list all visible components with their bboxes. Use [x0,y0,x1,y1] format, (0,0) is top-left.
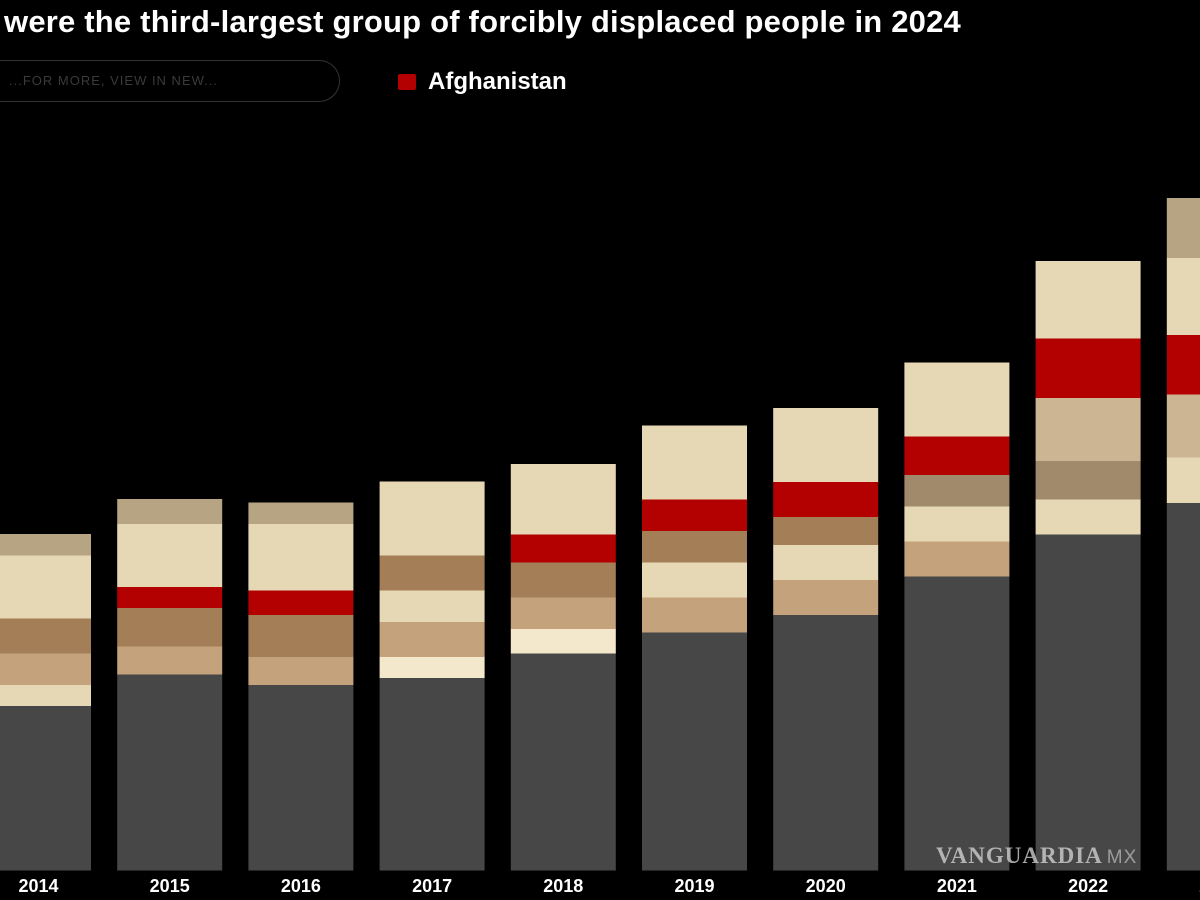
bar-segment-2023-segment-11[interactable] [1166,198,1200,258]
x-tick-label-2015: 2015 [150,876,190,896]
legend: Afghanistan [398,68,567,96]
bar-segment-2016-afghanistan[interactable] [248,590,354,615]
bar-segment-2020-segment-10[interactable] [773,408,879,482]
bar-segment-2020-afghanistan[interactable] [773,481,879,518]
bar-segment-2019-other[interactable] [642,632,747,871]
bar-segment-2016-segment-11[interactable] [248,502,354,525]
bar-segment-2021-other[interactable] [904,576,1010,871]
bar-segment-2020-segment-6[interactable] [773,516,879,546]
bar-segment-2017-segment-6[interactable] [379,555,485,591]
bar-segment-2022-segment-10[interactable] [1035,261,1141,339]
bar-segment-2018-segment-4[interactable] [510,597,616,629]
bar-segment-2018-segment-3[interactable] [510,628,616,654]
bar-segment-2019-segment-4[interactable] [642,597,747,633]
bar-segment-2023-afghanistan[interactable] [1166,334,1200,395]
bar-segment-2019-segment-10[interactable] [642,425,747,500]
bar-segment-2014-segment-6[interactable] [0,618,91,654]
bar-segment-2021-segment-5[interactable] [904,506,1010,542]
bar-segment-2015-segment-4[interactable] [117,646,223,675]
x-tick-label-2014: 2014 [18,876,58,896]
bar-segment-2017-segment-5[interactable] [379,590,485,622]
view-toggle-button[interactable]: ...FOR MORE, VIEW IN NEW... [0,60,340,102]
x-tick-label-2019: 2019 [674,876,714,896]
bar-segment-2014-other[interactable] [0,705,91,871]
watermark-suffix: MX [1106,847,1138,868]
bar-segment-2014-segment-10[interactable] [0,555,91,619]
watermark: VANGUARDIA MX [936,843,1137,869]
legend-label-afghanistan: Afghanistan [428,68,567,95]
bar-segment-2014-segment-2[interactable] [0,684,91,707]
x-tick-label-2020: 2020 [806,876,846,896]
chart-title: were the third-largest group of forcibly… [4,4,961,39]
bar-segment-2022-other[interactable] [1035,534,1141,871]
bar-segment-2017-segment-3[interactable] [379,656,485,679]
bar-segment-2019-afghanistan[interactable] [642,499,747,531]
bar-segment-2018-segment-10[interactable] [510,464,616,535]
bar-segment-2021-segment-4[interactable] [904,541,1010,577]
bar-segment-2022-afghanistan[interactable] [1035,338,1141,398]
bar-segment-2023-segment-5[interactable] [1166,457,1200,503]
x-tick-label-2022: 2022 [1068,876,1108,896]
x-tick-label-2021: 2021 [937,876,977,896]
bar-segment-2021-afghanistan[interactable] [904,436,1010,475]
bar-segment-2017-segment-4[interactable] [379,621,485,658]
bar-segment-2015-other[interactable] [117,674,223,871]
bar-segment-2016-segment-10[interactable] [248,523,354,591]
bar-segment-2014-segment-11[interactable] [0,534,91,556]
bar-segment-2015-segment-10[interactable] [117,523,223,588]
bar-segment-2022-segment-5[interactable] [1035,499,1141,535]
bar-segment-2015-segment-11[interactable] [117,499,223,524]
bar-segment-2017-segment-10[interactable] [379,481,485,556]
bar-segment-2015-afghanistan[interactable] [117,586,223,609]
bar-segment-2022-segment-8[interactable] [1035,397,1141,462]
bar-segment-2023-segment-8[interactable] [1166,394,1200,458]
bar-segment-2018-afghanistan[interactable] [510,534,616,563]
bar-segment-2016-segment-4[interactable] [248,656,354,686]
bars-group [0,198,1200,871]
x-tick-label-2018: 2018 [543,876,583,896]
bar-segment-2023-segment-10[interactable] [1166,257,1200,336]
view-toggle-label: ...FOR MORE, VIEW IN NEW... [9,73,219,88]
bar-segment-2021-segment-7[interactable] [904,474,1010,507]
watermark-brand: VANGUARDIA [936,843,1103,868]
bar-segment-2020-segment-5[interactable] [773,544,879,581]
bar-segment-2014-segment-4[interactable] [0,653,91,685]
bar-segment-2020-segment-4[interactable] [773,579,879,616]
x-axis-labels: 2014201520162017201820192020202120222023 [18,876,1200,896]
x-tick-label-2016: 2016 [281,876,321,896]
bar-segment-2018-other[interactable] [510,653,616,871]
bar-segment-2019-segment-5[interactable] [642,562,747,598]
bar-segment-2017-other[interactable] [379,677,485,871]
bar-segment-2021-segment-10[interactable] [904,362,1010,437]
bar-segment-2019-segment-6[interactable] [642,530,747,563]
bar-segment-2023-other[interactable] [1166,502,1200,871]
bar-segment-2016-other[interactable] [248,684,354,871]
x-tick-label-2017: 2017 [412,876,452,896]
bar-segment-2015-segment-6[interactable] [117,607,223,647]
bar-segment-2020-other[interactable] [773,614,879,871]
bar-segment-2022-segment-7[interactable] [1035,460,1141,500]
bar-segment-2018-segment-6[interactable] [510,562,616,598]
bar-segment-2016-segment-6[interactable] [248,614,354,658]
legend-swatch-afghanistan [398,74,416,90]
